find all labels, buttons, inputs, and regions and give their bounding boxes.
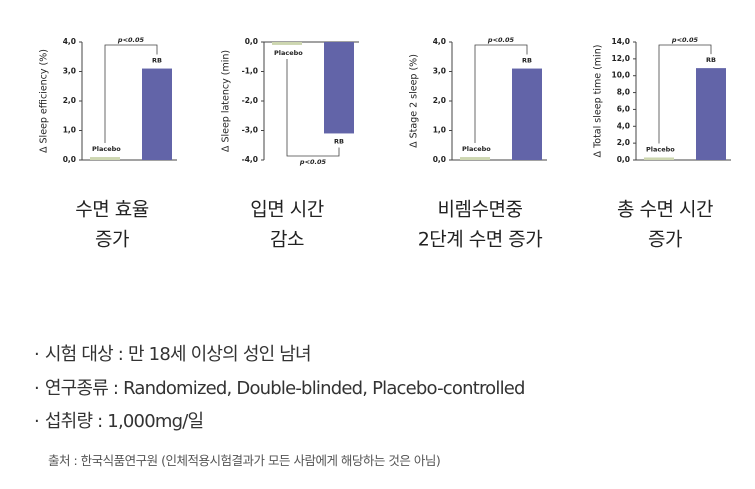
- caption: 총 수면 시간: [617, 199, 713, 221]
- y-axis-title: Δ Total sleep time (min): [593, 45, 604, 158]
- bar-label: RB: [522, 57, 532, 65]
- caption: 수면 효율: [75, 199, 148, 221]
- annotation: p<0.05: [487, 36, 515, 44]
- y-tick-label: 1,0: [433, 126, 446, 135]
- bar: [512, 68, 542, 160]
- y-tick-label: -1,0: [242, 67, 258, 76]
- bar: [324, 42, 354, 134]
- y-tick-label: 10,0: [611, 71, 630, 80]
- y-tick-label: 0,0: [245, 37, 258, 46]
- y-axis-title: Δ Stage 2 sleep (%): [409, 54, 420, 148]
- annotation: p<0.05: [117, 36, 145, 44]
- bar-label: RB: [334, 137, 344, 145]
- y-tick-label: 14,0: [611, 37, 630, 46]
- bar-label: Placebo: [646, 145, 675, 153]
- y-tick-label: 4,0: [63, 37, 76, 46]
- bar: [272, 42, 302, 45]
- y-tick-label: 0,0: [63, 155, 76, 164]
- annotation: p<0.05: [299, 158, 327, 166]
- y-tick-label: 0,0: [433, 155, 446, 164]
- caption: 입면 시간: [250, 199, 323, 221]
- y-tick-label: 3,0: [63, 67, 76, 76]
- caption: 비렘수면중: [438, 199, 523, 221]
- y-tick-label: 12,0: [611, 54, 630, 63]
- bar-label: Placebo: [274, 49, 303, 57]
- y-tick-label: 2,0: [63, 96, 76, 105]
- bar: [460, 157, 490, 160]
- caption: 감소: [270, 229, 304, 251]
- y-tick-label: 8,0: [617, 88, 630, 97]
- caption: 2단계 수면 증가: [418, 229, 543, 251]
- bar: [142, 68, 172, 160]
- bar-label: Placebo: [92, 145, 121, 153]
- y-tick-label: 4,0: [617, 121, 630, 130]
- y-tick-label: -3,0: [242, 126, 258, 135]
- y-tick-label: 3,0: [433, 67, 446, 76]
- annotation: p<0.05: [671, 36, 699, 44]
- bar: [696, 68, 726, 160]
- y-tick-label: 1,0: [63, 126, 76, 135]
- charts: Δ Sleep efficiency (%) 0,0 1,0 2,0 3,0 4,0 Pla…: [39, 36, 731, 251]
- y-tick-label: 2,0: [617, 138, 630, 147]
- note-item: 시험 대상 : 만 18세 이상의 성인 남녀: [34, 340, 312, 366]
- caption: 증가: [95, 229, 129, 251]
- significance-bracket: [658, 44, 712, 144]
- y-tick-label: 6,0: [617, 104, 630, 113]
- y-tick-label: 4,0: [433, 37, 446, 46]
- y-tick-label: -2,0: [242, 96, 258, 105]
- y-tick-label: -4,0: [242, 155, 258, 164]
- source-note: 출처 : 한국식품연구원 (인체적용시험결과가 모든 사람에게 해당하는 것은 …: [48, 453, 441, 468]
- bar: [644, 157, 674, 160]
- significance-bracket: [474, 44, 528, 144]
- y-axis-title: Δ Sleep latency (min): [221, 50, 232, 152]
- bar-label: RB: [706, 56, 716, 64]
- bar-label: RB: [152, 57, 162, 65]
- bar-label: Placebo: [462, 145, 491, 153]
- significance-bracket: [104, 44, 158, 144]
- note-item: 섭취량 : 1,000mg/일: [34, 407, 204, 433]
- caption: 증가: [648, 229, 682, 251]
- y-tick-label: 0,0: [617, 155, 630, 164]
- note-item: 연구종류 : Randomized, Double-blinded, Place…: [34, 374, 526, 400]
- bar: [90, 157, 120, 160]
- y-tick-label: 2,0: [433, 96, 446, 105]
- y-axis-title: Δ Sleep efficiency (%): [39, 49, 50, 153]
- significance-bracket: [286, 58, 340, 157]
